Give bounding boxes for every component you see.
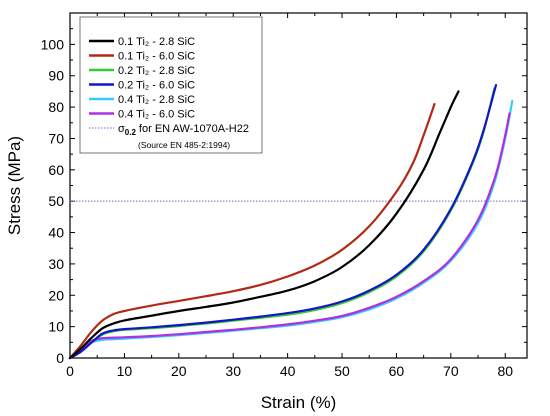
y-tick-label: 70	[48, 130, 64, 146]
y-tick-label: 10	[48, 319, 64, 335]
y-tick-label: 20	[48, 287, 64, 303]
legend-label: 0.2 Ti₂ - 2.8 SiC	[118, 65, 195, 77]
x-tick-label: 60	[389, 363, 405, 379]
legend-label: 0.1 Ti₂ - 2.8 SiC	[118, 36, 195, 48]
x-tick-label: 40	[280, 363, 296, 379]
legend-subscript: 0.2	[125, 128, 137, 137]
x-axis-title: Strain (%)	[261, 393, 337, 412]
x-tick-label: 30	[225, 363, 241, 379]
y-tick-label: 90	[48, 68, 64, 84]
y-tick-label: 60	[48, 162, 64, 178]
x-tick-label: 10	[117, 363, 133, 379]
y-tick-label: 100	[41, 36, 65, 52]
legend-label-reference: σ0.2 for EN AW-1070A-H22	[118, 123, 249, 137]
series-curves	[68, 84, 514, 360]
axis-ticks: 0 10 20 30 40 50 60 70 80 0 10 20 30 40 50 60 70 80 90 100	[41, 13, 527, 379]
x-tick-label: 20	[171, 363, 187, 379]
series-line-4	[68, 84, 498, 360]
y-tick-label: 40	[48, 225, 64, 241]
series-line-6	[68, 112, 511, 360]
x-tick-label: 50	[334, 363, 350, 379]
legend-source-note: (Source EN 485-2:1994)	[138, 140, 230, 150]
legend-reference-suffix: for EN AW-1070A-H22	[139, 123, 249, 135]
legend-sigma: σ	[118, 123, 125, 135]
x-tick-label: 70	[443, 363, 459, 379]
legend-label: 0.4 Ti₂ - 6.0 SiC	[118, 109, 195, 121]
legend-label: 0.1 Ti₂ - 6.0 SiC	[118, 51, 195, 63]
series-line-5	[68, 99, 514, 360]
x-tick-label: 0	[66, 363, 74, 379]
y-tick-label: 80	[48, 99, 64, 115]
legend-label: 0.2 Ti₂ - 6.0 SiC	[118, 80, 195, 92]
series-line-1	[68, 90, 460, 360]
x-tick-label: 80	[497, 363, 513, 379]
y-tick-label: 50	[48, 193, 64, 209]
legend-label: 0.4 Ti₂ - 2.8 SiC	[118, 94, 195, 106]
legend: 0.1 Ti₂ - 2.8 SiC 0.1 Ti₂ - 6.0 SiC 0.2 Ti…	[79, 16, 263, 154]
y-tick-label: 0	[56, 350, 64, 366]
series-line-2	[68, 102, 436, 360]
y-axis-title: Stress (MPa)	[5, 136, 24, 235]
y-tick-label: 30	[48, 256, 64, 272]
